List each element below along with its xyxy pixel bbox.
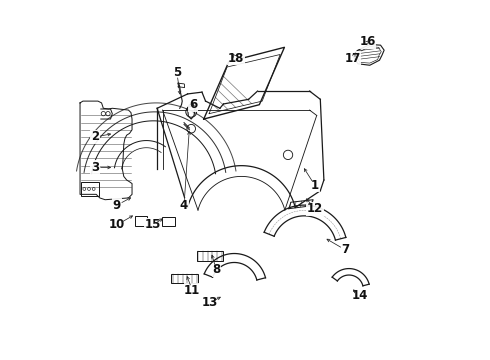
- Text: 18: 18: [228, 51, 244, 64]
- FancyBboxPatch shape: [135, 216, 147, 226]
- Text: 7: 7: [342, 243, 349, 256]
- Text: 9: 9: [113, 199, 121, 212]
- Text: 13: 13: [202, 296, 219, 309]
- FancyBboxPatch shape: [172, 274, 198, 283]
- Text: 17: 17: [344, 51, 361, 64]
- FancyBboxPatch shape: [162, 217, 175, 226]
- Text: 1: 1: [311, 179, 319, 192]
- Text: 5: 5: [173, 66, 181, 79]
- Text: 15: 15: [145, 218, 161, 231]
- Text: 8: 8: [212, 263, 220, 276]
- Text: 6: 6: [189, 98, 197, 111]
- Text: 3: 3: [91, 161, 99, 174]
- Text: 14: 14: [351, 289, 368, 302]
- Text: 12: 12: [307, 202, 323, 215]
- Text: 2: 2: [91, 130, 99, 144]
- Text: 4: 4: [180, 199, 188, 212]
- Text: 16: 16: [360, 35, 376, 49]
- Text: 10: 10: [109, 218, 125, 231]
- FancyBboxPatch shape: [196, 251, 223, 261]
- Text: 11: 11: [184, 284, 200, 297]
